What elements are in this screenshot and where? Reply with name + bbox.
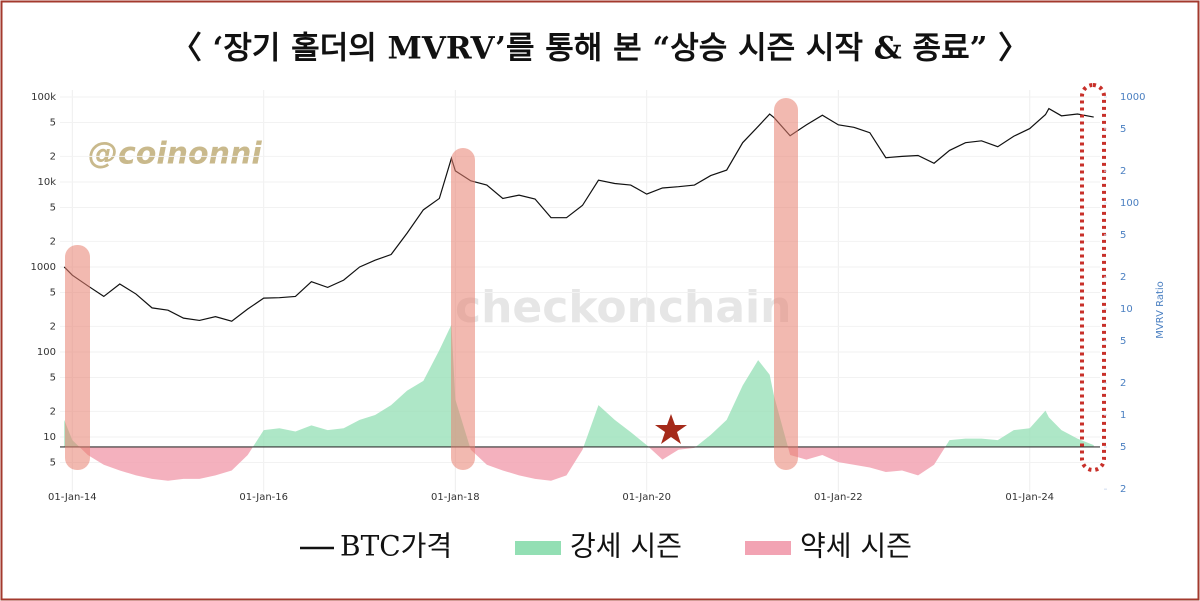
- y2-tick-label: 1: [1120, 410, 1126, 421]
- x-tick-label: 01-Jan-18: [431, 492, 480, 503]
- watermark: checkonchain: [455, 282, 791, 333]
- y-tick-label: 1000: [31, 262, 56, 273]
- highlight: [774, 98, 798, 470]
- y-tick-label: 10: [43, 432, 56, 443]
- star: [655, 414, 687, 444]
- y2-tick-label: 1000: [1120, 92, 1145, 103]
- x-tick-label: 01-Jan-16: [239, 492, 288, 503]
- x-tick-label: 01-Jan-24: [1005, 492, 1054, 503]
- y-tick-label: 5: [50, 288, 56, 299]
- y2-tick-label: 2: [1120, 484, 1126, 495]
- y2-axis-title: MVRV Ratio: [1155, 281, 1166, 339]
- highlight: [65, 245, 90, 470]
- y2-tick-label: 5: [1120, 230, 1126, 241]
- y-tick-label: 2: [50, 236, 56, 247]
- x-tick-label: 01-Jan-14: [48, 492, 97, 503]
- highlights: [65, 83, 1106, 472]
- y-tick-label: 5: [50, 118, 56, 129]
- y-tick-label: 100k: [31, 92, 56, 103]
- y2-tick-label: 2: [1120, 378, 1126, 389]
- legend-swatch: [745, 541, 791, 555]
- y2-tick-label: 2: [1120, 272, 1126, 283]
- y2-tick-label: 5: [1120, 336, 1126, 347]
- y2-tick-label: 2: [1120, 166, 1126, 177]
- title: 〈 ‘장기 홀더의 MVRV’를 통해 본 “상승 시즌 시작 & 종료” 〉: [171, 31, 1029, 67]
- y-tick-label: 5: [50, 203, 56, 214]
- legend-label: BTC가격: [340, 530, 452, 563]
- x-tick-label: 01-Jan-22: [814, 492, 863, 503]
- y2-tick-label: 10: [1120, 304, 1133, 315]
- price-line: [63, 107, 1094, 322]
- y-tick-label: 2: [50, 406, 56, 417]
- x-tick-label: 01-Jan-20: [622, 492, 671, 503]
- legend-label: 약세 시즌: [800, 530, 912, 563]
- y-tick-label: 10k: [37, 177, 56, 188]
- legend-swatch: [515, 541, 561, 555]
- bear-area: [79, 446, 946, 481]
- y-tick-label: 2: [50, 321, 56, 332]
- highlight: [451, 148, 475, 470]
- y2-tick-label: 100: [1120, 198, 1139, 209]
- y-tick-label: 2: [50, 151, 56, 162]
- watermark: @coinonni: [88, 137, 262, 172]
- y2-tick-label: 5: [1120, 442, 1126, 453]
- y2-tick-label: 5: [1120, 124, 1126, 135]
- y-tick-label: 100: [37, 347, 56, 358]
- legend-label: 강세 시즌: [570, 530, 682, 563]
- y-tick-label: 5: [50, 458, 56, 469]
- y-tick-label: 5: [50, 373, 56, 384]
